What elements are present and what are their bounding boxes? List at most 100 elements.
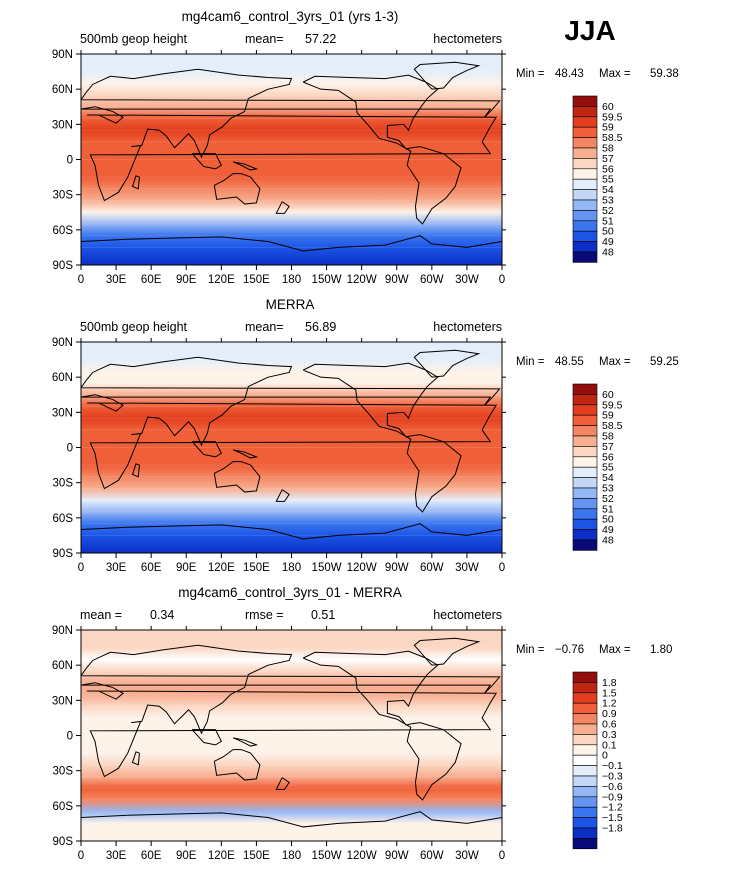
x-tick-label: 120E [208,562,235,574]
x-tick-label: 120W [347,850,377,862]
colorbar-label: −1.8 [602,823,623,835]
colorbar-box [572,692,598,704]
colorbar-label: 56 [602,451,614,463]
colorbar-box [572,137,598,149]
coastline-segment [232,161,259,171]
coastline-segment [81,235,502,252]
y-tick-label: 60N [52,372,73,384]
coastline-segment [413,349,481,378]
mean-label: mean= [245,320,284,334]
colorbar-box [572,775,598,787]
colorbar-box [572,723,598,735]
colorbar-label: 58 [602,143,614,155]
coastline-segment [275,489,290,502]
colorbar-label: 52 [602,205,614,217]
y-tick-label: 30S [53,766,74,778]
x-tick-label: 60E [141,274,162,286]
x-tick-label: 60E [141,562,162,574]
x-tick-label: 150E [243,562,270,574]
colorbar-label: 58.5 [602,420,623,432]
colorbar-box [572,518,598,530]
colorbar-label: 0.6 [602,719,617,731]
x-tick-label: 180 [282,850,301,862]
colorbar-label: 53 [602,483,614,495]
min-value: 48.55 [555,356,584,368]
max-value: 1.80 [650,644,672,656]
colorbar-label: 0.1 [602,739,617,751]
colorbar-label: 1.5 [602,687,617,699]
coastline-segment [213,461,261,493]
coastline-segment [81,811,502,828]
x-tick-label: 0 [78,562,84,574]
y-tick-label: 60S [53,801,74,813]
max-value: 59.25 [650,356,679,368]
colorbar-label: 0 [602,750,608,762]
y-tick-label: 0 [67,155,73,167]
colorbar-box [572,251,598,263]
min-value: 48.43 [555,68,584,80]
x-tick-label: 180 [282,562,301,574]
colorbar-box [572,786,598,798]
colorbar-box [572,116,598,128]
coastline-segment [191,153,222,170]
colorbar-label: 48 [602,535,614,547]
colorbar-box [572,734,598,746]
x-tick-label: 180 [282,274,301,286]
y-tick-label: 90N [52,337,73,349]
x-tick-label: 150E [243,850,270,862]
colorbar-label: 54 [602,184,614,196]
colorbar-box [572,126,598,138]
units-label: hectometers [433,320,502,334]
colorbar-box [572,827,598,839]
colorbar-box [572,838,598,850]
colorbar-box [572,147,598,159]
mean-label: mean= [245,32,284,46]
x-tick-label: 0 [78,274,84,286]
x-tick-label: 60E [141,850,162,862]
mean-value: 0.34 [150,608,174,622]
y-tick-label: 60S [53,225,74,237]
panel-title: MERRA [266,297,315,312]
coastlines [81,61,502,252]
x-tick-label: 150W [312,274,342,286]
x-tick-label: 150E [243,274,270,286]
colorbar-box [572,671,598,683]
colorbar-box [572,713,598,725]
colorbar-box [572,498,598,510]
rmse-value: 0.51 [311,608,335,622]
colorbar-label: 49 [602,236,614,248]
colorbar-label: 56 [602,163,614,175]
colorbar-label: 60 [602,389,614,401]
coastline-segment [413,637,481,666]
max-value: 59.38 [650,68,679,80]
colorbar-box [572,158,598,170]
colorbar-box [572,765,598,777]
colorbar-box [572,806,598,818]
colorbar-box [572,241,598,253]
panel-difference: mg4cam6_control_3yrs_01 - MERRA mean = 0… [52,585,673,862]
colorbar-box [572,168,598,180]
x-tick-label: 30W [455,850,479,862]
colorbar-label: 52 [602,493,614,505]
x-tick-label: 0 [78,850,84,862]
x-tick-label: 90E [176,562,197,574]
coastline-segment [302,74,462,225]
colorbar-label: 51 [602,215,614,227]
y-tick-label: 30N [52,695,73,707]
x-tick-label: 0 [499,274,505,286]
x-tick-label: 30E [106,562,127,574]
mean-value: 57.22 [305,32,336,46]
x-tick-label: 30W [455,562,479,574]
coastline-segment [131,175,140,190]
x-tick-label: 60W [420,850,444,862]
colorbar-label: 1.8 [602,677,617,689]
colorbar-label: 54 [602,472,614,484]
colorbar-box [572,95,598,107]
units-label: hectometers [433,32,502,46]
x-tick-label: 90W [385,274,409,286]
max-label: Max = [599,644,631,656]
season-label: JJA [564,15,615,46]
coastline-segment [81,644,501,778]
variable-label: 500mb geop height [80,32,188,46]
